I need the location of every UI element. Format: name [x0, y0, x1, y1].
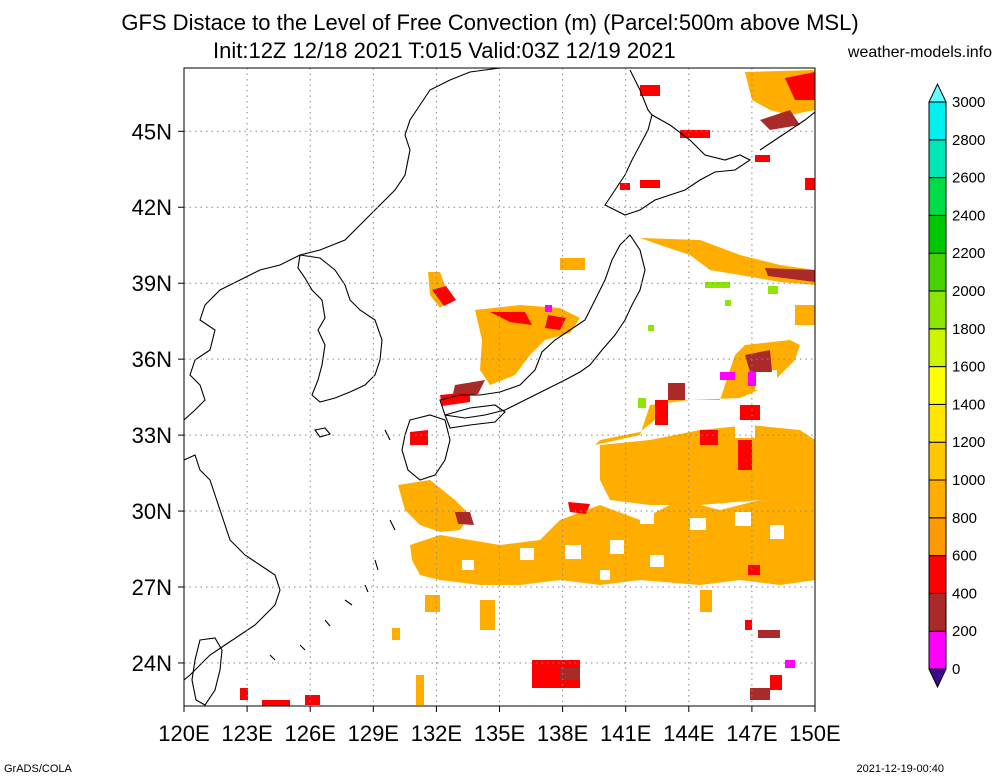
colorbar-swatch	[928, 139, 947, 179]
colorbar-swatch	[928, 592, 947, 632]
field-blob-6	[416, 675, 424, 705]
colorbar: 0 200 400 600 800 1000 1200 1400 1600 1800 2000 220…	[928, 82, 985, 689]
coast-shikoku	[444, 404, 506, 429]
lon-tick-label: 123E	[221, 721, 272, 746]
coast-ryukyu	[269, 519, 396, 661]
colorbar-swatch	[928, 366, 947, 405]
colorbar-under-triangle	[928, 668, 947, 689]
colorbar-label: 2800	[952, 132, 985, 149]
colorbar-label: 2600	[952, 170, 985, 187]
colorbar-label: 2000	[952, 283, 985, 300]
site-credit: weather-models.info	[847, 44, 992, 61]
coast-honshu	[439, 234, 646, 419]
coast-asia-mainland	[184, 68, 501, 421]
footer-timestamp: 2021-12-19-00:40	[856, 763, 944, 775]
lon-tick-label: 129E	[348, 721, 399, 746]
colorbar-swatch	[928, 290, 947, 330]
colorbar-label: 0	[952, 661, 960, 678]
colorbar-swatch	[928, 214, 947, 254]
lfc-field	[240, 70, 815, 706]
lon-axis: 120E 123E 126E 129E 132E 135E 138E 141E 144E 147E…	[158, 706, 841, 746]
coast-kyushu	[401, 414, 451, 481]
colorbar-label: 400	[952, 585, 977, 602]
colorbar-swatch	[928, 403, 947, 443]
coast-china-east	[184, 454, 281, 681]
lat-tick-label: 27N	[132, 575, 172, 600]
lon-tick-label: 141E	[600, 721, 651, 746]
lon-tick-label: 135E	[474, 721, 525, 746]
graticule	[184, 68, 815, 706]
coast-korea	[297, 254, 383, 403]
coastlines	[184, 68, 815, 706]
lat-tick-label: 36N	[132, 347, 172, 372]
colorbar-swatch	[928, 328, 947, 368]
colorbar-label: 2200	[952, 245, 985, 262]
lon-tick-label: 132E	[411, 721, 462, 746]
lon-tick-label: 150E	[789, 721, 840, 746]
lon-tick-label: 120E	[158, 721, 209, 746]
lon-tick-label: 144E	[663, 721, 714, 746]
field-region-offshore-east	[795, 305, 815, 325]
coast-taiwan	[191, 637, 223, 706]
field-blob-3	[480, 600, 495, 630]
chart-title: GFS Distace to the Level of Free Convect…	[121, 10, 859, 35]
coast-sakhalin	[629, 69, 653, 116]
lat-axis: 24N 27N 30N 33N 36N 39N 42N 45N	[132, 119, 184, 676]
field-region-kyushu-south	[398, 480, 470, 532]
field-blob-4	[700, 590, 712, 612]
colorbar-swatch	[928, 441, 947, 481]
colorbar-label: 3000	[952, 94, 985, 111]
lat-tick-label: 24N	[132, 651, 172, 676]
field-blob-5	[392, 628, 400, 640]
colorbar-swatch	[928, 177, 947, 216]
field-blob-1	[560, 258, 585, 270]
colorbar-swatch	[928, 479, 947, 519]
lat-tick-label: 33N	[132, 423, 172, 448]
lat-tick-label: 45N	[132, 119, 172, 144]
lon-tick-label: 138E	[537, 721, 588, 746]
lat-tick-label: 30N	[132, 499, 172, 524]
colorbar-swatch	[928, 101, 947, 141]
field-low-values	[240, 72, 815, 706]
colorbar-swatch	[928, 517, 947, 557]
colorbar-swatch	[928, 630, 947, 670]
colorbar-label: 1600	[952, 359, 985, 376]
coast-hokkaido	[604, 114, 752, 216]
colorbar-label: 1000	[952, 472, 985, 489]
colorbar-label: 2400	[952, 207, 985, 224]
colorbar-over-triangle	[928, 82, 947, 103]
field-blob-2	[425, 595, 440, 612]
lat-tick-label: 39N	[132, 271, 172, 296]
footer-software-credit: GrADS/COLA	[4, 763, 72, 775]
colorbar-label: 600	[952, 548, 977, 565]
colorbar-swatch	[928, 252, 947, 292]
colorbar-label: 1200	[952, 434, 985, 451]
chart-subtitle: Init:12Z 12/18 2021 T:015 Valid:03Z 12/1…	[213, 38, 676, 63]
colorbar-swatch	[928, 555, 947, 594]
colorbar-label: 200	[952, 623, 977, 640]
colorbar-label: 800	[952, 510, 977, 527]
coast-kuril	[759, 111, 815, 151]
field-region-east-pacific-2	[600, 425, 815, 515]
lon-tick-label: 147E	[726, 721, 777, 746]
coast-jeju	[314, 427, 331, 438]
lon-tick-label: 126E	[285, 721, 336, 746]
lat-tick-label: 42N	[132, 195, 172, 220]
field-holes	[462, 370, 784, 580]
colorbar-label: 1800	[952, 321, 985, 338]
colorbar-label: 1400	[952, 396, 985, 413]
